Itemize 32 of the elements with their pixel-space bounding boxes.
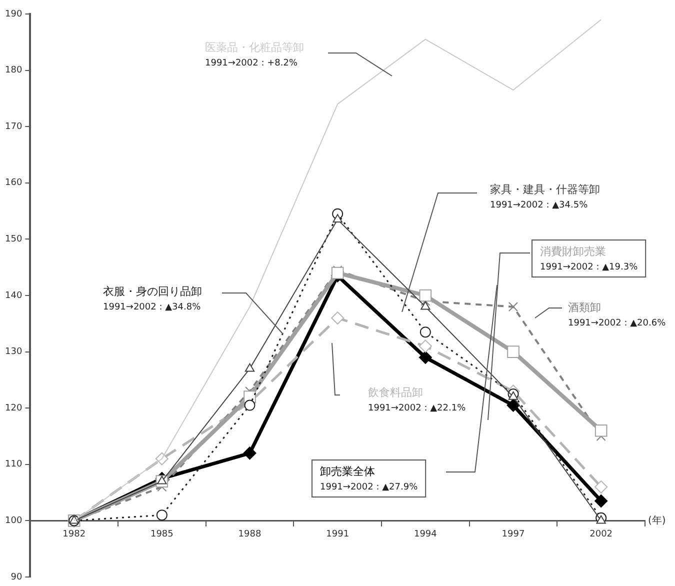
- text: 衣服・身の回り品卸: [103, 284, 202, 298]
- y-tick-label: 180: [4, 66, 22, 76]
- annotation: 1991→2002 : ▲20.6%: [568, 318, 666, 328]
- y-tick-label: 100: [4, 516, 22, 526]
- text: 家具・建具・什器等卸: [490, 182, 600, 196]
- y-tick-label: 170: [4, 122, 22, 132]
- x-tick-label: 1985: [150, 529, 174, 540]
- y-tick-label: 140: [4, 290, 22, 301]
- y-tick-label: 160: [4, 178, 22, 188]
- x-tick-label: 1988: [238, 529, 262, 540]
- annotation: 1991→2002 : +8.2%: [205, 58, 298, 68]
- x-axis-title: (年): [648, 514, 666, 526]
- y-tick-label: 150: [4, 234, 22, 245]
- annotation: 1991→2002 : ▲27.9%: [320, 482, 418, 492]
- text: 飲食料品卸: [368, 386, 423, 399]
- y-tick-label: 130: [4, 347, 22, 358]
- annotation: 1991→2002 : ▲34.5%: [490, 200, 588, 210]
- x-tick-label: 1994: [414, 529, 438, 540]
- annotation: 1991→2002 : ▲19.3%: [540, 262, 638, 272]
- y-tick-label: 110: [4, 460, 22, 470]
- x-tick-label: 1997: [502, 529, 525, 540]
- text: 卸売業全体: [320, 464, 375, 478]
- x-tick-label: 1991: [326, 529, 350, 540]
- annotation: 1991→2002 : ▲22.1%: [368, 403, 466, 414]
- y-tick-label: 190: [4, 9, 22, 20]
- text: 消費財卸売業: [540, 244, 606, 258]
- y-tick-label: 90: [10, 572, 22, 582]
- x-tick-label: 2002: [590, 529, 613, 540]
- annotation: 1991→2002 : ▲34.8%: [103, 302, 202, 312]
- y-tick-label: 120: [4, 403, 22, 414]
- x-tick-label: 1982: [62, 529, 86, 540]
- text: 酒類卸: [568, 300, 601, 314]
